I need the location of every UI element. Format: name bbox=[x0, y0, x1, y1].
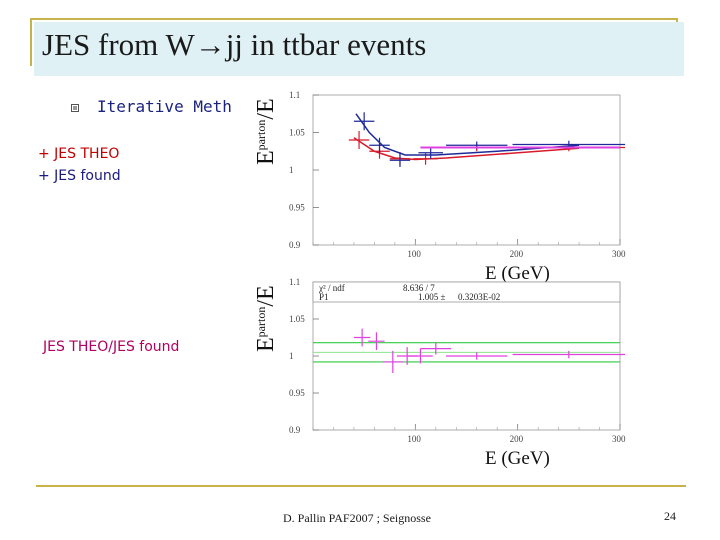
y-axis-title-e: E bbox=[253, 150, 279, 165]
legend-jes-theo: + JES THEO bbox=[38, 146, 120, 162]
y-tick-label: 0.95 bbox=[289, 388, 305, 398]
x-tick-label: 100 bbox=[407, 249, 421, 259]
x-axis-title: E (GeV) bbox=[485, 263, 550, 284]
bottom-chart: 0.9 0.95 1 1.05 1.1 100 200 300 E (GeV) Eparton/E… bbox=[253, 277, 626, 469]
x-tick-label: 300 bbox=[612, 434, 626, 444]
x-tick-label: 200 bbox=[510, 434, 524, 444]
y-tick-label: 0.9 bbox=[289, 240, 301, 250]
stat-p1-value: 1.005 ± bbox=[418, 292, 446, 302]
y-axis-title-rest: /E bbox=[253, 98, 279, 119]
y-axis-title-sup: parton bbox=[254, 307, 268, 338]
y-axis-title: Eparton/E bbox=[253, 98, 279, 165]
y-tick-label: 1.1 bbox=[289, 90, 300, 100]
title-border-left bbox=[30, 18, 32, 66]
y-tick-label: 1 bbox=[289, 351, 294, 361]
slide-title: JES from W→jj in ttbar events bbox=[42, 27, 427, 62]
stat-p1-label: P1 bbox=[319, 292, 329, 302]
y-tick-label: 1.05 bbox=[289, 314, 305, 324]
title-border-right bbox=[676, 18, 678, 22]
y-tick-label: 0.95 bbox=[289, 203, 305, 213]
x-tick-label: 100 bbox=[407, 434, 421, 444]
y-tick-label: 0.9 bbox=[289, 425, 301, 435]
page-number: 24 bbox=[664, 509, 676, 523]
y-axis-title-sup: parton bbox=[254, 120, 268, 151]
fit-curve bbox=[355, 113, 580, 156]
bullet-text: Iterative Meth bbox=[97, 97, 232, 116]
stats-box bbox=[312, 281, 621, 303]
footer-text: D. Pallin PAF2007 ; Seignosse bbox=[283, 511, 431, 525]
ratio-label: JES THEO/JES found bbox=[43, 339, 180, 355]
x-axis-title: E (GeV) bbox=[485, 448, 550, 469]
y-axis-title: Eparton/E bbox=[253, 285, 279, 352]
y-axis-title-e: E bbox=[253, 337, 279, 352]
x-tick-label: 200 bbox=[510, 249, 524, 259]
title-banner bbox=[34, 22, 684, 76]
x-tick-label: 300 bbox=[612, 249, 626, 259]
legend-jes-found: + JES found bbox=[38, 168, 121, 184]
bullet-square-icon bbox=[71, 104, 79, 112]
stat-chi2-label: χ² / ndf bbox=[318, 283, 345, 293]
y-tick-label: 1.05 bbox=[289, 128, 305, 138]
y-axis-title-rest: /E bbox=[253, 285, 279, 306]
title-border-top bbox=[30, 18, 678, 20]
stat-chi2-value: 8.636 / 7 bbox=[403, 283, 435, 293]
footer-rule bbox=[36, 485, 686, 487]
top-chart: 0.9 0.95 1 1.05 1.1 100 200 300 E (GeV) Eparton/E bbox=[253, 90, 626, 284]
y-tick-label: 1 bbox=[289, 165, 294, 175]
fit-curve bbox=[353, 137, 580, 161]
y-tick-label: 1.1 bbox=[289, 277, 300, 287]
stat-p1-error: 0.3203E-02 bbox=[458, 292, 500, 302]
